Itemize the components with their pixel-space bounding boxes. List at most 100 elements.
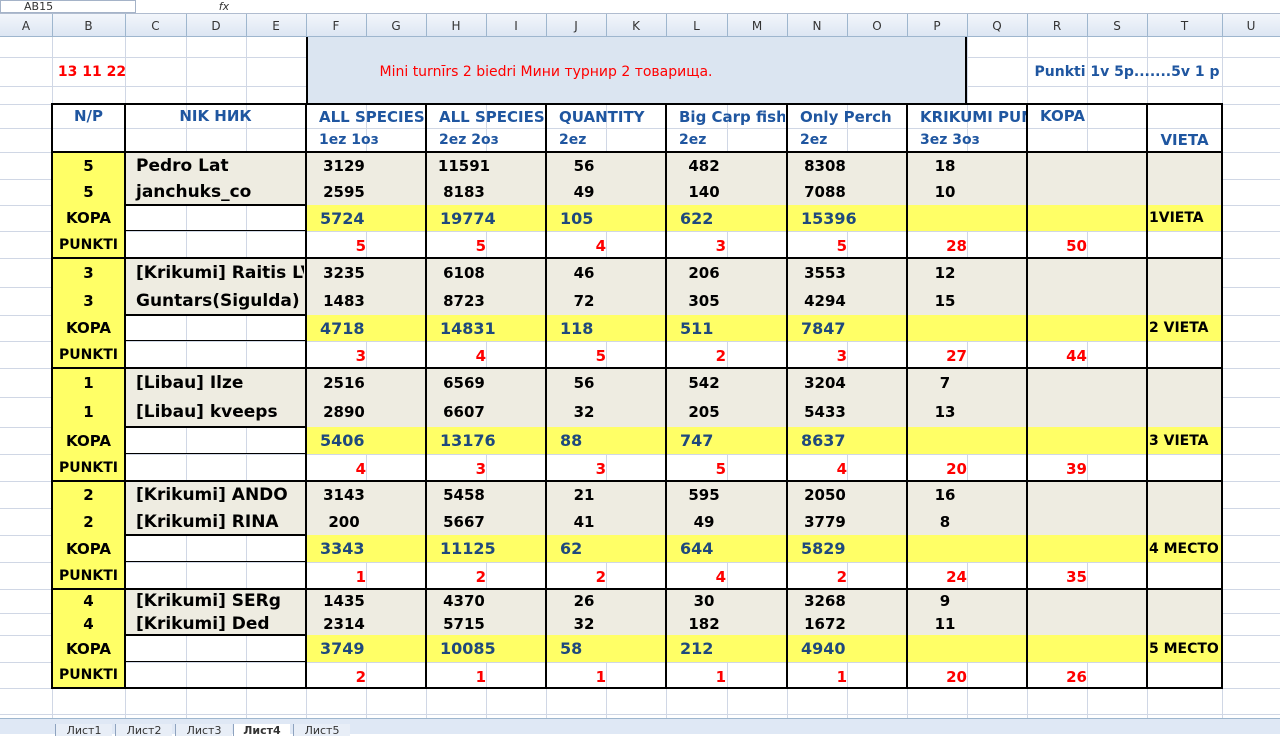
sheet-tab[interactable]: Лист4: [233, 724, 290, 736]
player-np: 1: [83, 373, 94, 392]
score: 2595: [323, 183, 365, 201]
punkti-value: 2: [355, 667, 366, 686]
score: 2890: [323, 403, 365, 421]
punkti-value: 5: [836, 237, 847, 255]
column-header: O: [872, 18, 882, 33]
kopa-value: 118: [560, 318, 594, 338]
punkti-total: 26: [1066, 667, 1087, 686]
column-header: B: [84, 18, 93, 33]
score: 30: [693, 592, 715, 610]
punkti-value: 4: [475, 347, 486, 365]
punkti-label: PUNKTI: [59, 346, 118, 363]
column-header-divider: [606, 14, 607, 37]
formula-icon: fx: [218, 0, 230, 12]
player-np: 5: [83, 183, 94, 201]
header-score-sub: 3ez 3оз: [920, 132, 980, 148]
column-header-row: [0, 14, 1280, 37]
kopa-value: 511: [680, 318, 714, 338]
punkti-value: 3: [836, 347, 847, 365]
score: 41: [573, 512, 595, 531]
punkti-value: 1: [475, 667, 486, 686]
score: 482: [688, 156, 720, 175]
column-header: P: [933, 18, 941, 33]
punkti-total: 44: [1066, 347, 1087, 365]
sheet-tab[interactable]: Лист2: [115, 724, 172, 736]
column-header: F: [332, 18, 340, 33]
column-header-divider: [186, 14, 187, 37]
scoring-note: Punkti 1v 5p.......5v 1 p: [1034, 63, 1220, 80]
player-np: 3: [83, 263, 94, 282]
score: 5667: [443, 512, 485, 531]
score: 5715: [443, 615, 485, 633]
column-header: A: [21, 18, 31, 33]
player-np: 5: [83, 156, 94, 175]
place: 3 VIETA: [1149, 432, 1209, 449]
score: 3204: [804, 373, 846, 392]
score: 11: [934, 615, 956, 633]
kopa-value: 5406: [320, 431, 365, 450]
sheet-tab[interactable]: Лист1: [55, 724, 112, 736]
table-border: [51, 104, 53, 688]
table-border: [51, 257, 1223, 259]
grid-line: [0, 714, 1280, 715]
column-header-divider: [847, 14, 848, 37]
kopa-value: 15396: [801, 208, 857, 228]
table-border: [51, 151, 1223, 153]
column-header-divider: [426, 14, 427, 37]
table-border: [425, 104, 427, 688]
score: 305: [688, 292, 720, 310]
grid-line: [0, 341, 1280, 342]
punkti-value: 3: [595, 460, 606, 478]
punkti-value: 5: [475, 237, 486, 255]
title: Mini turnīrs 2 biedri Мини турнир 2 това…: [379, 63, 713, 80]
sheet-tab[interactable]: Лист5: [293, 724, 350, 736]
score: 9: [939, 592, 951, 610]
column-header-divider: [727, 14, 728, 37]
player-np: 4: [83, 592, 94, 610]
sheet-tab[interactable]: Лист3: [175, 724, 232, 736]
table-border: [545, 104, 547, 688]
name-border: [125, 561, 306, 562]
score: 49: [573, 183, 595, 201]
score: 4294: [804, 292, 846, 310]
score: 205: [688, 403, 720, 421]
punkti-label: PUNKTI: [59, 667, 118, 683]
kopa-value: 5829: [801, 539, 846, 558]
kopa-value: 7847: [801, 318, 846, 338]
score: 182: [688, 615, 720, 633]
column-header-divider: [967, 14, 968, 37]
name-border: [125, 314, 306, 316]
score: 1672: [804, 615, 846, 633]
score: 1483: [323, 292, 365, 310]
score: 595: [688, 485, 720, 504]
score: 3779: [804, 512, 846, 531]
score: 2314: [323, 615, 365, 633]
score: 1435: [323, 592, 365, 610]
player-rows-fill: [125, 589, 1222, 635]
punkti-label: PUNKTI: [59, 236, 118, 253]
score: 49: [693, 512, 715, 531]
player-nik: janchuks_co: [136, 182, 252, 202]
name-border: [125, 230, 306, 231]
grid-line: [0, 128, 1280, 129]
punkti-value: 5: [595, 347, 606, 365]
kopa-value: 58: [560, 639, 583, 658]
place: 5 МЕСТО: [1149, 640, 1219, 657]
player-rows-fill: [125, 152, 1222, 205]
header-nik: NIK НИК: [179, 107, 252, 125]
kopa-label: KOPA: [66, 639, 111, 658]
punkti-value: 24: [946, 568, 967, 586]
player-nik: [Krikumi] Ded: [136, 614, 270, 634]
score: 7: [939, 373, 951, 392]
score: 6607: [443, 403, 485, 421]
table-border: [51, 588, 1223, 590]
column-header-divider: [1147, 14, 1148, 37]
kopa-value: 14831: [440, 318, 496, 338]
kopa-label: KOPA: [66, 431, 111, 450]
name-border: [125, 453, 306, 454]
punkti-value: 1: [355, 568, 366, 586]
column-header: D: [211, 18, 221, 33]
punkti-value: 3: [475, 460, 486, 478]
punkti-value: 4: [836, 460, 847, 478]
score: 8183: [443, 183, 485, 201]
